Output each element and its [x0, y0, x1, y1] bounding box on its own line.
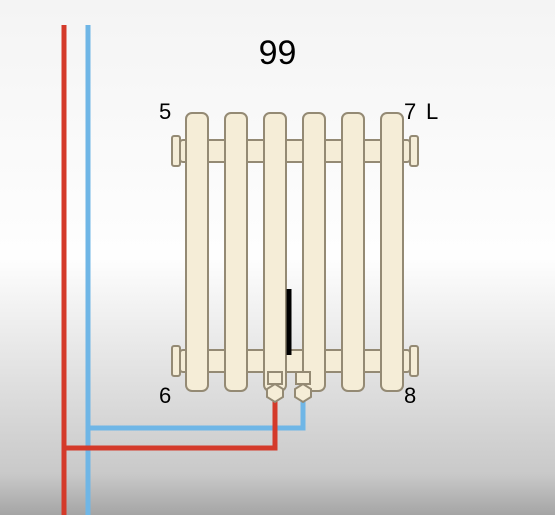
hot-branch — [64, 396, 275, 448]
radiator-column — [381, 113, 403, 391]
valve-left — [267, 372, 283, 402]
cold-branch — [88, 396, 303, 428]
radiator-column — [342, 113, 364, 391]
radiator-column — [225, 113, 247, 391]
radiator-column — [303, 113, 325, 391]
radiator-column — [264, 113, 286, 391]
radiator-diagram — [0, 0, 555, 515]
diagram-canvas: 99 5 7 L 6 8 — [0, 0, 555, 515]
valve-right — [295, 372, 311, 402]
radiator — [172, 113, 418, 391]
radiator-column — [186, 113, 208, 391]
